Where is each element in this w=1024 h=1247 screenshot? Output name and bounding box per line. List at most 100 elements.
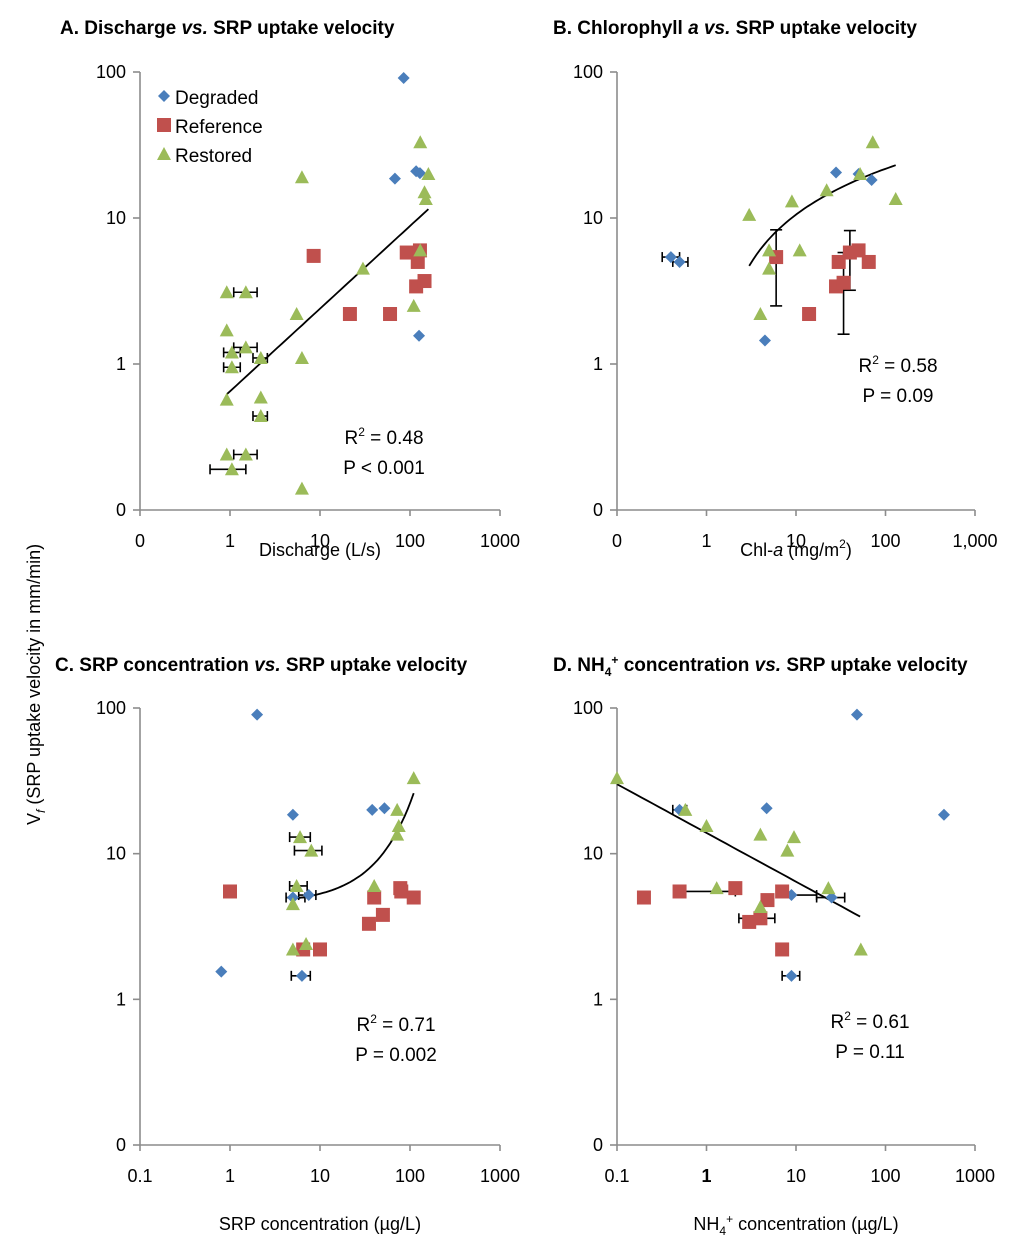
data-point-restored (678, 802, 693, 816)
data-point-restored (355, 261, 370, 275)
data-point-restored (819, 183, 834, 197)
legend-label: Restored (175, 146, 252, 167)
x-axis-label: SRP concentration (µg/L) (219, 1214, 421, 1234)
data-point-reference (831, 254, 846, 269)
data-point-restored (865, 135, 880, 149)
data-point-reference (775, 884, 790, 899)
data-point-restored (406, 771, 421, 785)
data-point-restored (762, 261, 777, 275)
data-point-restored (792, 243, 807, 257)
data-point-reference (728, 881, 743, 896)
data-point-restored (413, 243, 428, 257)
panel-title: A. Discharge vs. SRP uptake velocity (60, 18, 395, 39)
y-tick-label: 100 (96, 62, 126, 82)
data-point-restored (709, 881, 724, 895)
r-squared-label: R2 = 0.61 (830, 1009, 909, 1033)
series-restored (285, 771, 421, 956)
series-degraded (388, 71, 426, 342)
data-point-restored (224, 360, 239, 374)
y-error-bar (770, 229, 783, 307)
legend-item-reference: Reference (157, 117, 263, 138)
data-point-restored (391, 818, 406, 832)
data-point-restored (238, 285, 253, 299)
trend-line (226, 208, 430, 395)
data-point-restored (219, 392, 234, 406)
series-reference (769, 243, 876, 322)
data-point-reference (394, 884, 409, 899)
shared-y-axis-label: Vf (SRP uptake velocity in mm/min) (24, 544, 48, 825)
y-tick-label: 0 (116, 1135, 126, 1155)
data-point-restored (821, 881, 836, 895)
data-point-reference (636, 890, 651, 905)
x-tick-label: 10 (786, 1166, 806, 1186)
data-point-reference (851, 243, 866, 258)
x-tick-label: 1,000 (952, 531, 997, 551)
x-axis-label: Discharge (L/s) (259, 540, 381, 560)
data-point-restored (753, 307, 768, 321)
x-tick-label: 0 (135, 531, 145, 551)
data-point-restored (390, 802, 405, 816)
y-tick-label: 0 (593, 1135, 603, 1155)
data-point-reference (399, 245, 414, 260)
data-point-degraded (785, 969, 798, 982)
data-point-degraded (937, 808, 950, 821)
x-tick-label: 1 (225, 531, 235, 551)
data-point-restored (253, 350, 268, 364)
legend-item-degraded: Degraded (158, 88, 258, 109)
data-point-restored (285, 942, 300, 956)
data-point-reference (406, 890, 421, 905)
data-point-restored (289, 307, 304, 321)
data-point-degraded (825, 891, 838, 904)
data-point-restored (742, 207, 757, 221)
y-tick-label: 1 (116, 989, 126, 1009)
x-tick-label: 1000 (955, 1166, 995, 1186)
data-point-reference (417, 274, 432, 289)
x-tick-label: 10 (310, 531, 330, 551)
data-point-degraded (830, 166, 843, 179)
x-error-bar (209, 464, 247, 475)
series-restored (219, 135, 436, 495)
panel-a: A. Discharge vs. SRP uptake velocity 0 1 10… (60, 18, 520, 560)
data-point-reference (672, 884, 687, 899)
data-point-reference (375, 907, 390, 922)
legend-marker-restored-icon (157, 147, 171, 160)
panel-title: D. NH4+ concentration vs. SRP uptake vel… (553, 653, 968, 679)
y-tick-label: 100 (573, 62, 603, 82)
data-point-restored (762, 243, 777, 257)
series-restored (610, 771, 868, 956)
data-point-reference (861, 254, 876, 269)
data-point-restored (253, 390, 268, 404)
data-point-degraded (388, 172, 401, 185)
data-point-degraded (850, 708, 863, 721)
data-point-restored (853, 167, 868, 181)
data-point-restored (610, 771, 624, 785)
x-tick-label: 1 (701, 1166, 711, 1186)
data-point-restored (294, 170, 309, 184)
data-point-reference (361, 916, 376, 931)
data-point-degraded (286, 808, 299, 821)
data-point-restored (421, 167, 436, 181)
data-point-reference (410, 254, 425, 269)
data-point-restored (219, 285, 234, 299)
data-point-restored (753, 900, 768, 914)
data-point-degraded (413, 329, 426, 342)
trend-line (748, 164, 896, 267)
data-point-restored (787, 830, 802, 844)
data-point-restored (753, 827, 768, 841)
data-point-reference (753, 911, 768, 926)
series-restored (742, 135, 903, 321)
data-point-restored (294, 481, 309, 495)
data-point-restored (780, 843, 795, 857)
panel-c: C. SRP concentration vs. SRP uptake velo… (55, 655, 520, 1234)
data-point-restored (293, 830, 308, 844)
data-point-reference (742, 914, 757, 929)
data-point-restored (418, 191, 433, 205)
series-reference (223, 881, 421, 957)
panel-b: B. Chlorophyll a vs. SRP uptake velocity… (553, 18, 998, 560)
data-point-restored (285, 897, 300, 911)
data-point-reference (223, 884, 237, 899)
x-tick-label: 100 (395, 531, 425, 551)
legend-label: Degraded (175, 88, 258, 109)
legend-marker-degraded-icon (158, 90, 170, 102)
